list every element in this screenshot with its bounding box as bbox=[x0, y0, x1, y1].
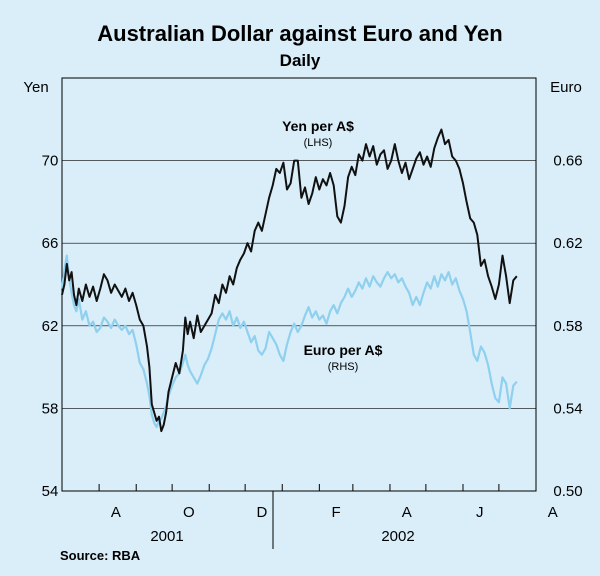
month-label: O bbox=[183, 504, 195, 521]
right-tick-label: 0.54 bbox=[553, 400, 582, 417]
month-label: F bbox=[332, 504, 341, 521]
chart-title: Australian Dollar against Euro and Yen bbox=[97, 21, 502, 46]
right-tick-label: 0.50 bbox=[553, 483, 582, 500]
right-tick-label: 0.62 bbox=[553, 235, 582, 252]
month-label: J bbox=[476, 504, 484, 521]
right-tick-label: 0.58 bbox=[553, 318, 582, 335]
right-axis-ticks: 0.50 0.54 0.58 0.62 0.66 bbox=[553, 153, 582, 500]
gridlines bbox=[62, 160, 536, 409]
month-label: D bbox=[256, 504, 267, 521]
left-tick-label: 62 bbox=[42, 318, 59, 335]
chart-subtitle: Daily bbox=[280, 51, 321, 70]
month-label: A bbox=[548, 504, 558, 521]
left-tick-label: 54 bbox=[42, 483, 59, 500]
yen-series-label: Yen per A$ bbox=[282, 118, 354, 134]
month-label: A bbox=[402, 504, 412, 521]
euro-series-axis-note: (RHS) bbox=[328, 361, 359, 373]
left-axis-ticks: 54 58 62 66 70 bbox=[42, 153, 59, 500]
left-tick-label: 66 bbox=[42, 235, 59, 252]
euro-series-line bbox=[60, 254, 518, 429]
plot-frame bbox=[61, 77, 537, 492]
month-ticks bbox=[61, 484, 537, 491]
right-axis-unit: Euro bbox=[550, 79, 582, 96]
right-tick-label: 0.66 bbox=[553, 153, 582, 170]
source-note: Source: RBA bbox=[60, 548, 141, 563]
left-axis-unit: Yen bbox=[23, 79, 48, 96]
yen-series-line bbox=[61, 128, 518, 433]
left-tick-label: 70 bbox=[42, 153, 59, 170]
month-label: A bbox=[111, 504, 121, 521]
euro-series-label: Euro per A$ bbox=[304, 342, 383, 358]
series-layer bbox=[60, 128, 518, 433]
year-label-2001: 2001 bbox=[150, 528, 183, 545]
yen-series-axis-note: (LHS) bbox=[304, 137, 333, 149]
left-tick-label: 58 bbox=[42, 400, 59, 417]
year-label-2002: 2002 bbox=[381, 528, 414, 545]
